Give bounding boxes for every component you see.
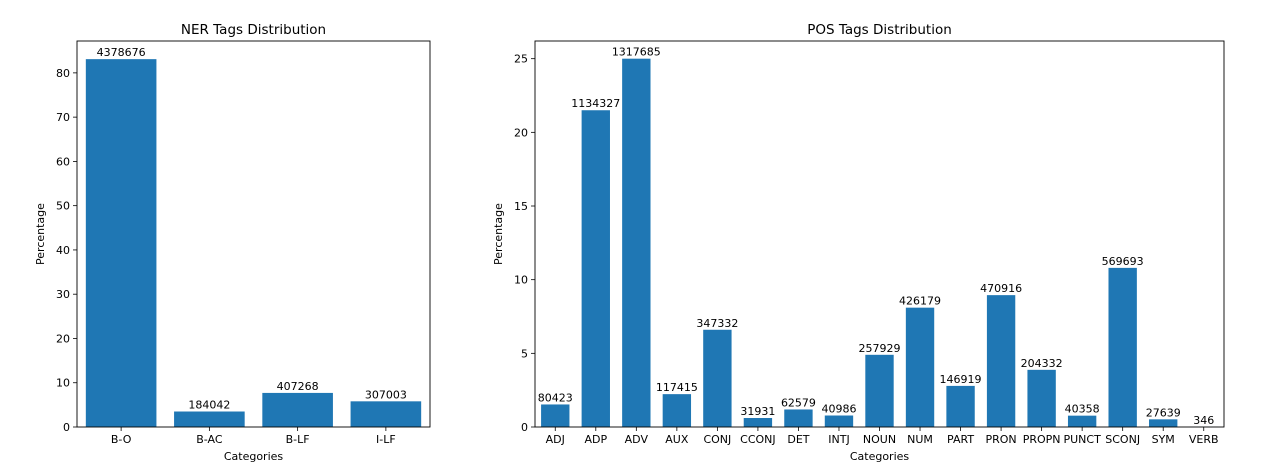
pos-xtick-label-adj: ADJ [546,433,565,446]
pos-bar-cconj [743,418,773,427]
ner-x-axis-label: Categories [224,450,284,463]
pos-xtick-label-sconj: SCONJ [1105,433,1140,446]
ner-xtick-label-b-lf: B-LF [286,433,310,446]
pos-data-label-num: 426179 [899,295,941,308]
pos-bar-det [784,409,813,427]
pos-data-label-noun: 257929 [859,342,901,355]
pos-bar-aux [662,394,692,427]
ner-bar-b-lf [262,392,333,427]
pos-bar-punct [1067,415,1097,427]
pos-bar-adv [622,58,651,428]
pos-x-axis-label: Categories [850,450,910,463]
pos-data-label-punct: 40358 [1065,403,1100,416]
ner-data-label-b-lf: 407268 [277,380,319,393]
pos-chart: POS Tags Distribution 80423 1134327 1317685… [492,22,1225,463]
ner-ytick-label: 60 [56,155,70,168]
pos-ytick-label: 0 [521,421,528,434]
pos-ytick-label: 15 [514,200,528,213]
pos-bar-intj [824,415,854,427]
ner-data-label-i-lf: 307003 [365,388,407,401]
ner-data-label-b-o: 4378676 [97,46,146,59]
pos-chart-title: POS Tags Distribution [807,22,952,38]
pos-data-label-adj: 80423 [538,391,573,404]
ner-axes-frame [76,40,431,428]
ner-chart-title: NER Tags Distribution [181,22,326,38]
pos-bar-noun [865,354,894,427]
pos-data-label-adv: 1317685 [612,46,661,59]
ner-bar-b-o [85,59,157,428]
pos-ytick-label: 10 [514,274,528,287]
pos-ytick-label: 25 [514,53,528,66]
pos-xtick-label-conj: CONJ [703,433,731,446]
pos-data-label-part: 146919 [940,373,982,386]
pos-bar-propn [1027,369,1056,427]
ner-ytick-label: 0 [63,421,70,434]
pos-data-label-sconj: 569693 [1102,255,1144,268]
pos-xtick-label-sym: SYM [1152,433,1175,446]
pos-bar-num [905,307,935,427]
pos-data-label-verb: 346 [1193,414,1214,427]
pos-xtick-label-pron: PRON [986,433,1017,446]
pos-data-label-intj: 40986 [821,403,856,416]
ner-ytick-label: 50 [56,200,70,213]
pos-xtick-label-num: NUM [907,433,933,446]
ner-ytick-label: 80 [56,67,70,80]
pos-xtick-label-adv: ADV [625,433,649,446]
ner-data-label-b-ac: 184042 [188,399,230,412]
ner-chart: NER Tags Distribution 4378676 184042 407268… [34,22,431,463]
ner-y-axis-label: Percentage [34,203,47,265]
ner-ytick-label: 10 [56,377,70,390]
pos-xtick-label-det: DET [787,433,809,446]
pos-bar-sym [1149,419,1178,427]
pos-bar-conj [703,329,732,427]
pos-xtick-label-adp: ADP [584,433,607,446]
pos-y-axis-label: Percentage [492,203,505,265]
pos-xtick-label-aux: AUX [665,433,689,446]
pos-bar-adj [541,404,570,427]
pos-xtick-label-verb: VERB [1189,433,1219,446]
pos-xtick-label-noun: NOUN [863,433,896,446]
ner-xtick-label-b-o: B-O [111,433,132,446]
pos-data-label-conj: 347332 [696,317,738,330]
ner-ytick-label: 30 [56,288,70,301]
pos-bar-part [946,385,975,427]
pos-data-label-det: 62579 [781,396,816,409]
pos-xtick-label-cconj: CCONJ [740,433,776,446]
ner-xtick-label-i-lf: I-LF [376,433,396,446]
ner-bar-b-ac [174,411,245,427]
pos-data-label-aux: 117415 [656,381,698,394]
ner-bar-i-lf [350,401,422,427]
pos-data-label-pron: 470916 [980,282,1022,295]
ner-ytick-label: 40 [56,244,70,257]
pos-bar-sconj [1108,267,1137,427]
pos-xtick-label-intj: INTJ [828,433,849,446]
pos-xtick-label-part: PART [947,433,974,446]
pos-data-label-propn: 204332 [1021,357,1063,370]
ner-ytick-label: 70 [56,111,70,124]
pos-data-label-adp: 1134327 [571,97,620,110]
pos-data-label-cconj: 31931 [740,405,775,418]
pos-bar-adp [581,110,610,428]
pos-xtick-label-propn: PROPN [1023,433,1061,446]
pos-ytick-label: 5 [521,347,528,360]
pos-data-label-sym: 27639 [1146,406,1181,419]
ner-xtick-label-b-ac: B-AC [196,433,223,446]
pos-xtick-label-punct: PUNCT [1063,433,1101,446]
pos-bar-pron [986,295,1016,427]
pos-ytick-label: 20 [514,126,528,139]
ner-ytick-label: 20 [56,332,70,345]
